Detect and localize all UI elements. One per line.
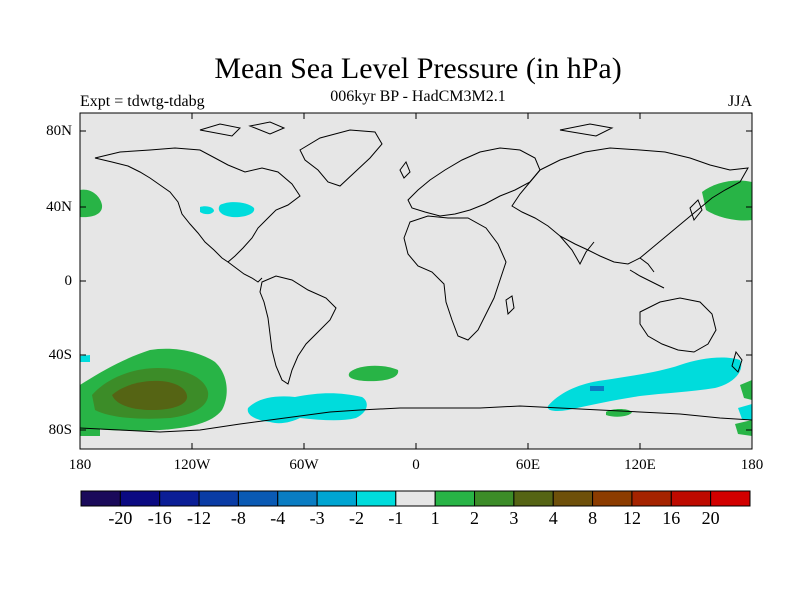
antarctica-coast bbox=[80, 405, 752, 433]
north-america-negative-region-2 bbox=[200, 206, 214, 215]
greenland-coast bbox=[299, 129, 383, 187]
colorbar-label: -1 bbox=[388, 508, 404, 528]
colorbar-swatch-15 bbox=[670, 490, 712, 507]
colorbar-swatch-9 bbox=[434, 490, 476, 507]
colorbar-label: -3 bbox=[309, 508, 325, 528]
colorbar-swatch-14 bbox=[631, 490, 672, 507]
colorbar-swatch-13 bbox=[592, 490, 633, 507]
colorbar-label: 2 bbox=[470, 508, 480, 528]
colorbar-swatch-2 bbox=[159, 490, 200, 507]
x-label-60w: 60W bbox=[289, 457, 319, 473]
x-label-120w: 120W bbox=[173, 457, 211, 473]
colorbar-label: -2 bbox=[348, 508, 364, 528]
colorbar-swatch-7 bbox=[355, 490, 397, 507]
colorbar-swatch-12 bbox=[552, 490, 594, 507]
colorbar-swatch-1 bbox=[119, 490, 161, 507]
y-label-80s: 80S bbox=[48, 422, 72, 438]
colorbar-label: 3 bbox=[509, 508, 519, 528]
colorbar-label: -8 bbox=[230, 508, 246, 528]
madagascar-coast bbox=[505, 295, 515, 316]
y-label-80n: 80N bbox=[46, 123, 72, 139]
y-label-0: 0 bbox=[64, 273, 73, 289]
colorbar-swatch-5 bbox=[277, 490, 318, 507]
uk-coast bbox=[399, 160, 411, 179]
southern-ocean-negative-region-4 bbox=[80, 355, 90, 362]
anomaly-shading bbox=[80, 180, 752, 436]
axis-ticks bbox=[79, 113, 753, 449]
colorbar-swatch-10 bbox=[474, 490, 515, 507]
map-subtitle: 006kyr BP - HadCM3M2.1 bbox=[330, 88, 506, 105]
colorbar-label: 16 bbox=[662, 508, 681, 528]
new-zealand-coast bbox=[731, 350, 743, 373]
x-label-0: 0 bbox=[412, 457, 420, 473]
southeast-asia-islands bbox=[629, 257, 665, 289]
north-america-negative-region bbox=[218, 202, 255, 218]
colorbar-label: 1 bbox=[430, 508, 440, 528]
colorbar-swatch-0 bbox=[80, 490, 121, 507]
colorbar-label: -16 bbox=[147, 508, 172, 528]
southern-ocean-negative-small bbox=[590, 386, 604, 391]
colorbar-label: -12 bbox=[187, 508, 212, 528]
north-pacific-west-positive-region bbox=[702, 180, 752, 221]
south-america-coast bbox=[259, 275, 337, 385]
australia-coast bbox=[639, 297, 717, 353]
north-pacific-east-positive-region bbox=[80, 189, 103, 218]
colorbar-label: 4 bbox=[548, 508, 558, 528]
colorbar-swatch-11 bbox=[513, 490, 554, 507]
africa-coast bbox=[403, 215, 507, 341]
colorbar-label: -20 bbox=[108, 508, 133, 528]
japan-coast bbox=[689, 199, 703, 222]
x-label-180w: 180 bbox=[68, 457, 92, 473]
colorbar-swatch-3 bbox=[198, 490, 239, 507]
y-label-40n: 40N bbox=[46, 199, 72, 215]
x-label-180e: 180 bbox=[740, 457, 764, 473]
colorbar-label: 12 bbox=[622, 508, 641, 528]
colorbar-swatch-16 bbox=[710, 490, 751, 507]
south-indian-positive-region bbox=[740, 380, 752, 400]
colorbar-swatch-6 bbox=[316, 490, 357, 507]
south-pacific-level3 bbox=[112, 380, 188, 410]
antarctic-positive-edge-east bbox=[735, 420, 752, 436]
arctic-islands bbox=[199, 121, 614, 137]
north-america-coast bbox=[94, 147, 301, 263]
colorbar-swatch-8 bbox=[395, 490, 436, 507]
map-title: Mean Sea Level Pressure (in hPa) bbox=[214, 52, 622, 85]
south-atlantic-positive-region bbox=[348, 365, 399, 382]
southern-ocean-negative-region-2 bbox=[547, 357, 742, 411]
southern-ocean-negative-region-3 bbox=[738, 404, 752, 420]
season-label: JJA bbox=[727, 93, 752, 110]
colorbar-swatch-4 bbox=[237, 490, 279, 507]
x-label-60e: 60E bbox=[515, 457, 541, 473]
x-label-120e: 120E bbox=[624, 457, 656, 473]
experiment-label: Expt = tdwtg-tdabg bbox=[80, 93, 205, 110]
southern-ocean-negative-region-1 bbox=[247, 393, 367, 424]
asia-coast bbox=[511, 147, 749, 265]
central-america-coast bbox=[227, 261, 263, 283]
colorbar-label: -4 bbox=[270, 508, 286, 528]
colorbar-label: 20 bbox=[701, 508, 720, 528]
india-coast bbox=[559, 235, 595, 266]
coastlines bbox=[80, 121, 752, 433]
y-label-40s: 40S bbox=[48, 347, 72, 363]
colorbar-label: 8 bbox=[588, 508, 598, 528]
